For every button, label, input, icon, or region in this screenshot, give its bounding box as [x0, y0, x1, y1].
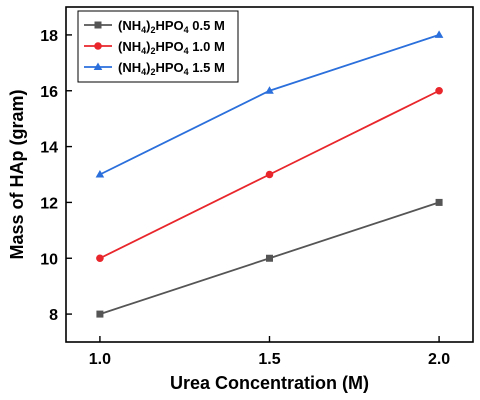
data-point	[435, 86, 443, 95]
legend-label: (NH4)2HPO4 0.5 M	[118, 18, 225, 35]
series-3	[95, 30, 444, 178]
data-point	[435, 198, 443, 206]
legend-marker	[94, 21, 102, 29]
y-tick-label: 10	[40, 251, 58, 268]
data-point	[96, 310, 104, 318]
legend-marker	[94, 42, 102, 50]
y-tick-label: 14	[40, 140, 58, 157]
y-tick-label: 8	[49, 307, 58, 324]
y-tick-label: 12	[40, 195, 58, 212]
data-point	[434, 30, 444, 38]
legend-entry: (NH4)2HPO4 1.0 M	[84, 39, 225, 56]
data-point	[265, 170, 274, 179]
tick-layer: 1.0 1.5 2.0 8 10 12 14 16 18	[40, 28, 450, 368]
series-1	[96, 198, 443, 318]
data-point	[265, 86, 274, 94]
data-point	[96, 254, 104, 263]
x-axis-title: Urea Concentration (M)	[170, 373, 369, 393]
data-point	[95, 170, 105, 178]
x-tick-label: 1.5	[258, 351, 280, 368]
x-tick-label: 2.0	[428, 351, 450, 368]
y-tick-label: 16	[40, 84, 58, 101]
legend-marker	[93, 62, 103, 70]
y-axis-title: Mass of HAp (gram)	[7, 89, 27, 259]
legend-label: (NH4)2HPO4 1.0 M	[118, 39, 225, 56]
x-tick-label: 1.0	[89, 351, 111, 368]
legend: (NH4)2HPO4 0.5 M (NH4)2HPO4 1.0 M (NH4)2HP…	[77, 10, 239, 83]
y-tick-label: 18	[40, 28, 58, 45]
legend-label: (NH4)2HPO4 1.5 M	[118, 60, 225, 77]
series-layer	[95, 30, 444, 318]
series-2	[96, 86, 443, 263]
data-point	[266, 254, 273, 262]
legend-entry: (NH4)2HPO4 1.5 M	[84, 60, 225, 77]
legend-entry: (NH4)2HPO4 0.5 M	[84, 18, 225, 35]
